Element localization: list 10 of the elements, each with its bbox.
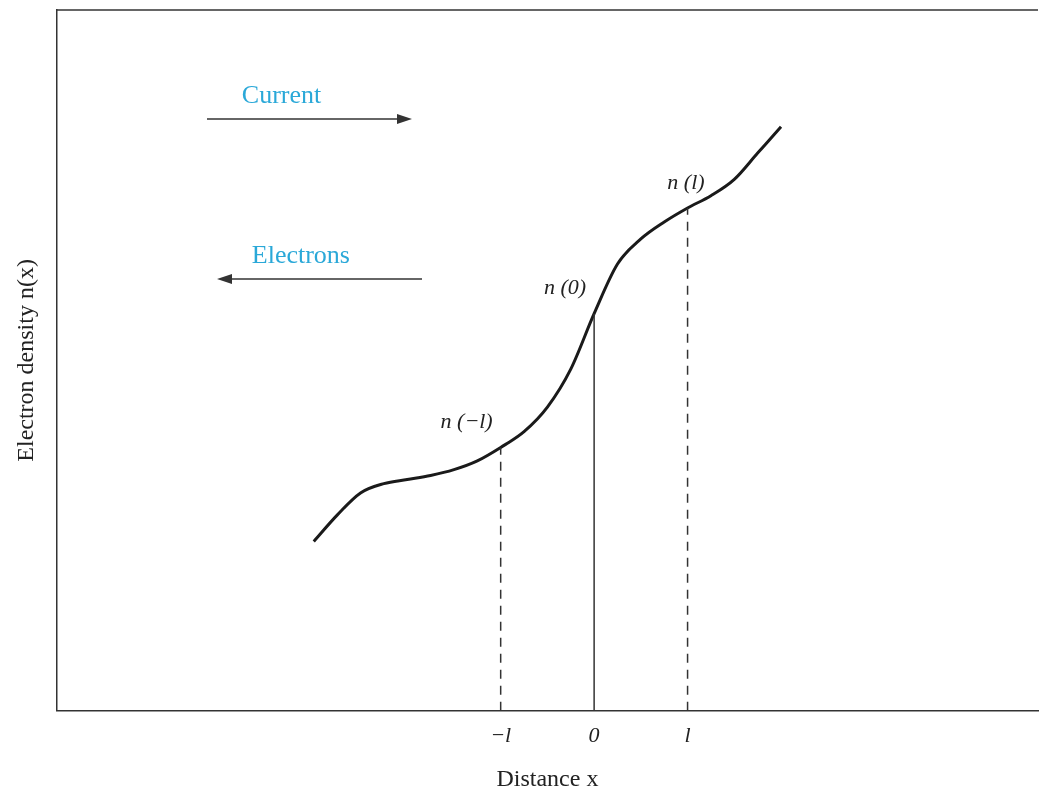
y-axis-title: Electron density n(x) xyxy=(11,259,38,462)
annotation: Electrons xyxy=(251,240,351,270)
text: Current xyxy=(241,80,323,110)
x-tick-label: 0 xyxy=(588,721,600,747)
annotation: n (−l) xyxy=(440,408,493,434)
x-tick-label: −l xyxy=(490,721,512,747)
x-tick-label: l xyxy=(684,721,691,747)
annotation: n (0) xyxy=(543,274,587,300)
annotation: n (l) xyxy=(667,168,705,194)
x-axis-title: Distance x xyxy=(496,764,599,791)
